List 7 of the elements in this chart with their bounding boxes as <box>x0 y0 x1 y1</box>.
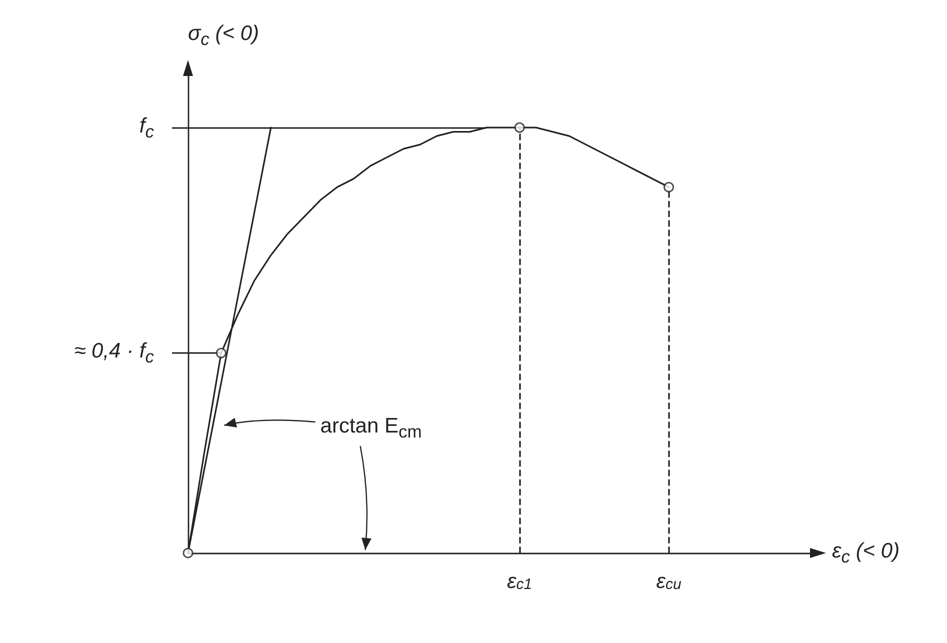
annotation: arctan E$_{cm}$ <box>320 413 422 443</box>
x-axis-title: ε$_{c}$ (< 0) <box>832 538 900 568</box>
ref-line-label: ≈ 0,4 · f$_{c}$ <box>74 338 154 368</box>
x-tick-label: εc1 <box>507 570 532 593</box>
x-tick-label: εcu <box>656 570 682 593</box>
y-axis-title: σ$_{c}$ (< 0) <box>188 20 260 50</box>
ref-line-label: f$_{c}$ <box>139 112 154 142</box>
